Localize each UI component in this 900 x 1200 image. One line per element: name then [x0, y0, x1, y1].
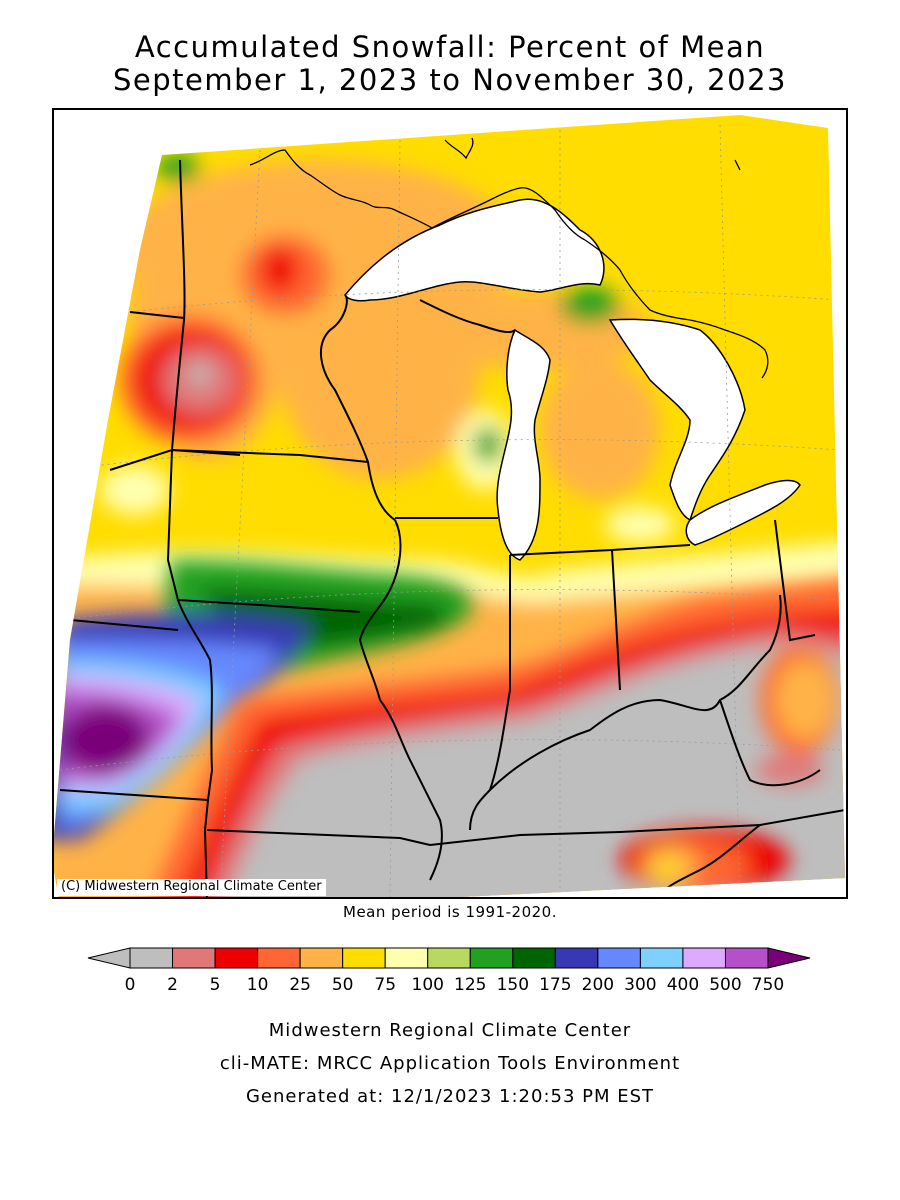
legend-swatch	[427, 947, 471, 969]
color-legend: 0 2 5 10 25 50 75 100 125 150 175 200 300 400 500 750	[86, 944, 816, 1000]
legend-tick-label: 5	[210, 975, 221, 995]
legend-tick-label: 300	[624, 975, 656, 995]
canada-coastline	[249, 137, 769, 379]
legend-over-arrow	[767, 947, 811, 969]
credit-tool: cli-MATE: MRCC Application Tools Environ…	[219, 1053, 681, 1074]
legend-tick-label: 125	[454, 975, 486, 995]
legend-tick-label: 2	[167, 975, 178, 995]
mean-period-note: Mean period is 1991-2020.	[343, 903, 557, 921]
state-boundaries	[59, 159, 845, 899]
lat-lon-grid	[59, 124, 841, 899]
legend-swatch	[299, 947, 344, 969]
legend-swatch	[214, 947, 259, 969]
legend-tick-label: 200	[582, 975, 614, 995]
legend-swatch	[682, 947, 726, 969]
legend-tick-label: 75	[374, 975, 396, 995]
map-title-line1: Accumulated Snowfall: Percent of Mean	[134, 30, 766, 64]
contour-fill	[52, 115, 845, 899]
legend-swatch	[554, 947, 599, 969]
legend-tick-label: 175	[539, 975, 571, 995]
legend-swatch	[172, 947, 216, 969]
legend-tick-label: 50	[332, 975, 354, 995]
legend-swatch	[342, 947, 386, 969]
legend-tick-label: 150	[497, 975, 529, 995]
legend-swatch	[129, 947, 174, 969]
credit-org: Midwestern Regional Climate Center	[268, 1020, 632, 1041]
legend-tick-label: 750	[752, 975, 784, 995]
legend-tick-label: 0	[125, 975, 136, 995]
legend-under-arrow	[87, 947, 131, 969]
legend-tick-label: 100	[412, 975, 444, 995]
legend-swatch	[469, 947, 514, 969]
credit-generated: Generated at: 12/1/2023 1:20:53 PM EST	[245, 1086, 655, 1107]
map-frame	[52, 108, 848, 899]
legend-tick-label: 10	[247, 975, 269, 995]
map-title-line2: September 1, 2023 to November 30, 2023	[113, 63, 787, 97]
legend-swatch	[639, 947, 684, 969]
legend-swatch	[597, 947, 641, 969]
legend-swatch	[724, 947, 769, 969]
legend-tick-label: 25	[289, 975, 311, 995]
legend-swatch	[384, 947, 429, 969]
great-lakes	[344, 198, 801, 561]
legend-tick-label: 400	[667, 975, 699, 995]
copyright-label: (C) Midwestern Regional Climate Center	[57, 879, 326, 896]
snowfall-map	[52, 108, 848, 899]
legend-tick-label: 500	[709, 975, 741, 995]
legend-swatch	[512, 947, 556, 969]
legend-swatch	[257, 947, 301, 969]
